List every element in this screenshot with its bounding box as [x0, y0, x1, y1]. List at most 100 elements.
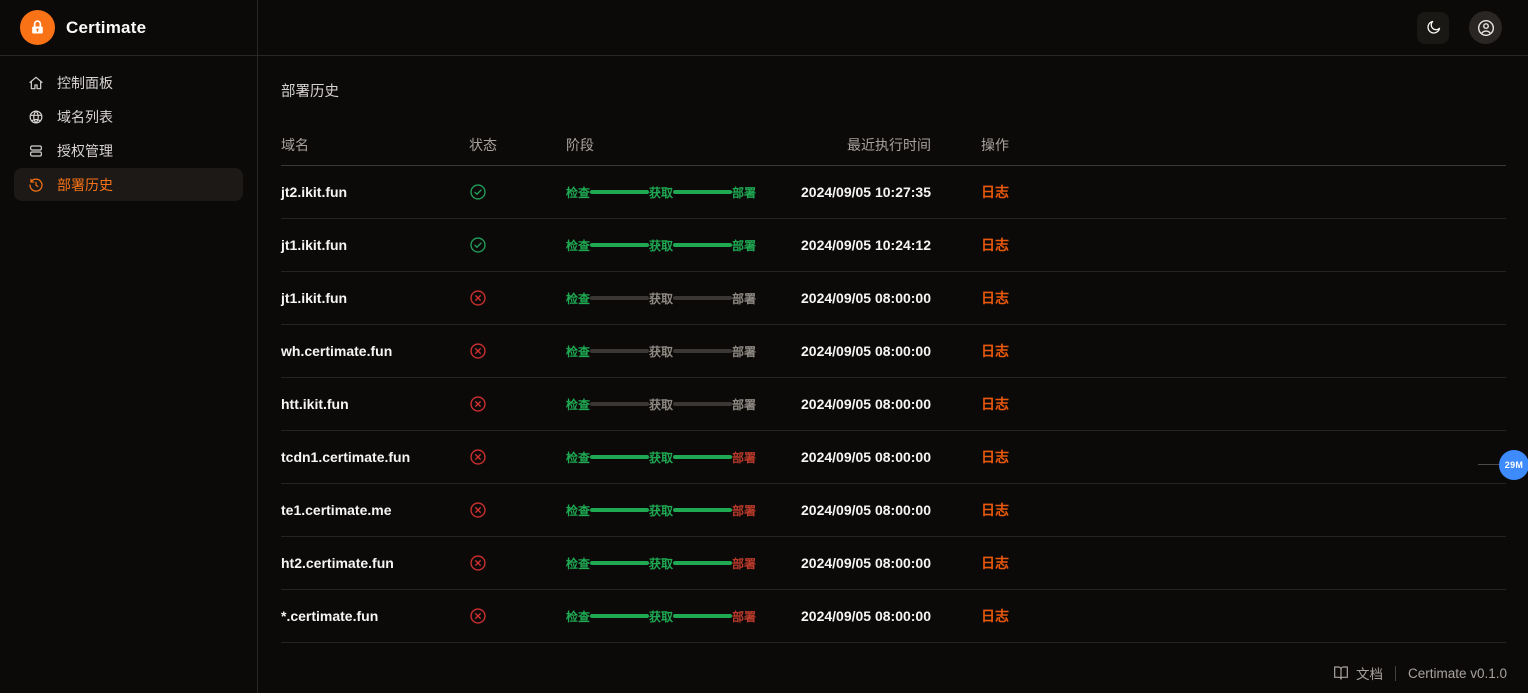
- deploy-history-table: 域名 状态 阶段 最近执行时间 操作 jt2.ikit.fun 检查 获取: [281, 125, 1506, 643]
- stage-connector: [590, 508, 649, 512]
- ops-cell: 日志: [981, 235, 1506, 255]
- table-row: jt2.ikit.fun 检查 获取 部署 2024/09/05 10:27:3…: [281, 166, 1506, 219]
- log-link[interactable]: 日志: [981, 608, 1009, 624]
- ops-cell: 日志: [981, 394, 1506, 414]
- sidebar-item-dashboard[interactable]: 控制面板: [14, 66, 243, 99]
- failed-status-icon: [469, 342, 487, 360]
- stage-obtain-label: 获取: [649, 503, 674, 518]
- time-cell: 2024/09/05 08:00:00: [801, 502, 931, 518]
- floating-badge[interactable]: 29M: [1499, 450, 1528, 480]
- app-logo[interactable]: Certimate: [0, 0, 257, 56]
- stage-connector: [590, 561, 649, 565]
- theme-toggle-button[interactable]: [1417, 11, 1449, 44]
- sidebar-item-domains[interactable]: 域名列表: [14, 100, 243, 133]
- status-cell: [469, 395, 566, 413]
- table-row: jt1.ikit.fun 检查 获取 部署 2024/09/05 08:00:0…: [281, 272, 1506, 325]
- footer: 文档 Certimate v0.1.0: [258, 643, 1528, 693]
- log-link[interactable]: 日志: [981, 555, 1009, 571]
- ops-cell: 日志: [981, 447, 1506, 467]
- stage-deploy-label: 部署: [732, 291, 757, 306]
- log-link[interactable]: 日志: [981, 396, 1009, 412]
- log-link[interactable]: 日志: [981, 449, 1009, 465]
- sidebar-item-label: 部署历史: [57, 176, 113, 193]
- stage-check-label: 检查: [566, 238, 591, 253]
- status-cell: [469, 183, 566, 201]
- stage-obtain-label: 获取: [649, 397, 674, 412]
- failed-status-icon: [469, 448, 487, 466]
- stage-connector: [673, 190, 732, 194]
- stage-progress: 检查 获取 部署: [566, 608, 756, 625]
- stage-obtain-label: 获取: [649, 344, 674, 359]
- stage-check-label: 检查: [566, 450, 591, 465]
- stage-obtain-label: 获取: [649, 185, 674, 200]
- column-header-status: 状态: [469, 137, 497, 153]
- stage-progress: 检查 获取 部署: [566, 396, 756, 413]
- stage-obtain-label: 获取: [649, 450, 674, 465]
- table-body: jt2.ikit.fun 检查 获取 部署 2024/09/05 10:27:3…: [281, 166, 1506, 643]
- column-header-time: 最近执行时间: [847, 137, 931, 153]
- log-link[interactable]: 日志: [981, 184, 1009, 200]
- status-cell: [469, 501, 566, 519]
- time-cell: 2024/09/05 10:24:12: [801, 237, 931, 253]
- sidebar-item-label: 授权管理: [57, 142, 113, 159]
- stage-connector: [590, 614, 649, 618]
- log-link[interactable]: 日志: [981, 343, 1009, 359]
- docs-label: 文档: [1355, 667, 1383, 682]
- stage-check-label: 检查: [566, 397, 591, 412]
- stage-progress: 检查 获取 部署: [566, 502, 756, 519]
- stage-connector: [673, 243, 732, 247]
- log-link[interactable]: 日志: [981, 502, 1009, 518]
- stage-connector: [673, 508, 732, 512]
- sidebar-item-deploy-history[interactable]: 部署历史: [14, 168, 243, 201]
- time-cell: 2024/09/05 08:00:00: [801, 396, 931, 412]
- status-cell: [469, 607, 566, 625]
- status-cell: [469, 342, 566, 360]
- stage-progress: 检查 获取 部署: [566, 237, 756, 254]
- lock-icon: [20, 10, 55, 45]
- sidebar: Certimate 控制面板 域名列表 授权管理 部署历史: [0, 0, 258, 693]
- sidebar-item-auth[interactable]: 授权管理: [14, 134, 243, 167]
- stage-connector: [590, 243, 649, 247]
- stage-progress: 检查 获取 部署: [566, 449, 756, 466]
- stage-check-label: 检查: [566, 185, 591, 200]
- book-icon: [1334, 666, 1348, 680]
- table-row: te1.certimate.me 检查 获取 部署 2024/09/05 08:…: [281, 484, 1506, 537]
- stage-deploy-label: 部署: [732, 556, 757, 571]
- domain-cell: *.certimate.fun: [281, 608, 379, 624]
- stage-cell: 检查 获取 部署: [566, 396, 756, 413]
- stage-connector: [590, 296, 649, 300]
- time-cell: 2024/09/05 08:00:00: [801, 343, 931, 359]
- moon-icon: [1426, 20, 1440, 34]
- stage-connector: [590, 402, 649, 406]
- stage-connector: [590, 349, 649, 353]
- domain-cell: wh.certimate.fun: [281, 343, 393, 359]
- user-menu-button[interactable]: [1469, 11, 1502, 44]
- stage-progress: 检查 获取 部署: [566, 555, 756, 572]
- failed-status-icon: [469, 607, 487, 625]
- column-header-ops: 操作: [981, 137, 1009, 153]
- failed-status-icon: [469, 501, 487, 519]
- table-row: tcdn1.certimate.fun 检查 获取 部署 2024/09/05 …: [281, 431, 1506, 484]
- success-status-icon: [469, 183, 487, 201]
- stage-progress: 检查 获取 部署: [566, 290, 756, 307]
- stage-check-label: 检查: [566, 609, 591, 624]
- user-circle-icon: [1477, 19, 1494, 36]
- time-cell: 2024/09/05 08:00:00: [801, 555, 931, 571]
- domain-cell: jt1.ikit.fun: [281, 237, 348, 253]
- log-link[interactable]: 日志: [981, 290, 1009, 306]
- status-cell: [469, 236, 566, 254]
- topbar: [258, 0, 1528, 56]
- stage-deploy-label: 部署: [732, 185, 757, 200]
- ops-cell: 日志: [981, 500, 1506, 520]
- globe-icon: [29, 110, 43, 123]
- success-status-icon: [469, 236, 487, 254]
- column-header-domain: 域名: [281, 137, 309, 153]
- log-link[interactable]: 日志: [981, 237, 1009, 253]
- time-cell: 2024/09/05 10:27:35: [801, 184, 931, 200]
- stage-connector: [673, 296, 732, 300]
- docs-link[interactable]: 文档: [1333, 663, 1383, 683]
- overlay-handle-line: [1478, 464, 1500, 465]
- stage-deploy-label: 部署: [732, 609, 757, 624]
- domain-cell: jt2.ikit.fun: [281, 184, 348, 200]
- table-row: *.certimate.fun 检查 获取 部署 2024/09/05 08:0…: [281, 590, 1506, 643]
